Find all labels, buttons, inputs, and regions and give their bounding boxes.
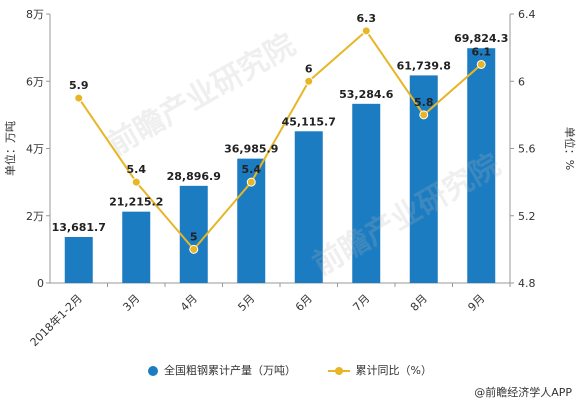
- bar: [64, 236, 93, 283]
- bar-value-label: 45,115.7: [282, 115, 336, 128]
- line-value-label: 5.9: [69, 79, 89, 92]
- x-tick-label: 3月: [120, 292, 142, 314]
- legend-item-bar[interactable]: 全国粗钢累计产量（万吨）: [148, 362, 296, 378]
- bar: [294, 131, 323, 283]
- line-value-label: 6.1: [472, 45, 492, 58]
- line-value-label: 5.4: [127, 163, 147, 176]
- line-point: [361, 26, 371, 36]
- left-tick-label: 4万: [26, 143, 44, 156]
- line-series: [77, 29, 482, 251]
- left-tick-label: 6万: [26, 75, 44, 88]
- x-tick-label: 7月: [350, 292, 372, 314]
- right-axis-title: 单位：%: [563, 127, 577, 170]
- left-tick-label: 2万: [26, 210, 44, 223]
- line-value-label: 5.4: [242, 163, 262, 176]
- bar: [352, 103, 381, 283]
- bar-value-label: 69,824.3: [454, 32, 508, 45]
- x-tick-label: 6月: [293, 292, 315, 314]
- x-tick-label: 9月: [465, 292, 487, 314]
- right-tick-label: 4.8: [518, 277, 536, 290]
- legend-bar-swatch: [148, 366, 159, 376]
- bar: [122, 211, 151, 283]
- left-axis-title: 单位：万吨: [3, 121, 17, 176]
- bar: [467, 48, 496, 283]
- source-footer: @前瞻经济学人APP: [474, 386, 572, 399]
- line-point: [304, 76, 314, 86]
- bar-value-label: 36,985.9: [224, 143, 278, 156]
- legend-line-swatch: [327, 366, 350, 376]
- bar-value-label: 28,896.9: [167, 170, 221, 183]
- right-tick-label: 6.4: [518, 8, 536, 21]
- bar: [409, 75, 438, 283]
- right-tick-label: 6: [518, 75, 525, 88]
- line-point: [419, 110, 429, 120]
- x-tick-label: 5月: [235, 292, 257, 314]
- line-point: [131, 177, 141, 187]
- bar-value-label: 61,739.8: [397, 59, 451, 72]
- bar-value-label: 21,215.2: [109, 196, 163, 209]
- legend-bar-label: 全国粗钢累计产量（万吨）: [164, 364, 297, 377]
- line-point: [476, 59, 486, 69]
- bar: [237, 158, 266, 283]
- legend-item-line[interactable]: 累计同比（%）: [327, 362, 432, 378]
- left-tick-label: 8万: [26, 8, 44, 21]
- left-tick-label: 0: [37, 277, 44, 290]
- line-value-label: 6.3: [357, 12, 377, 25]
- line-value-label: 6: [305, 62, 313, 75]
- x-tick-label: 8月: [408, 292, 430, 314]
- bar-value-label: 53,284.6: [339, 88, 394, 101]
- right-tick-label: 5.2: [518, 210, 536, 223]
- bar-value-label: 13,681.7: [52, 221, 106, 234]
- x-tick-label: 4月: [178, 292, 200, 314]
- bar: [179, 185, 208, 283]
- chart-legend: 全国粗钢累计产量（万吨） 累计同比（%）: [0, 362, 580, 378]
- line-point: [246, 177, 256, 187]
- x-tick-label: 2018年1-2月: [27, 291, 85, 349]
- line-point: [74, 93, 84, 103]
- line-value-label: 5: [190, 230, 198, 243]
- legend-line-label: 累计同比（%）: [355, 364, 432, 377]
- right-tick-label: 5.6: [518, 143, 536, 156]
- line-point: [189, 244, 199, 254]
- line-value-label: 5.8: [414, 96, 434, 109]
